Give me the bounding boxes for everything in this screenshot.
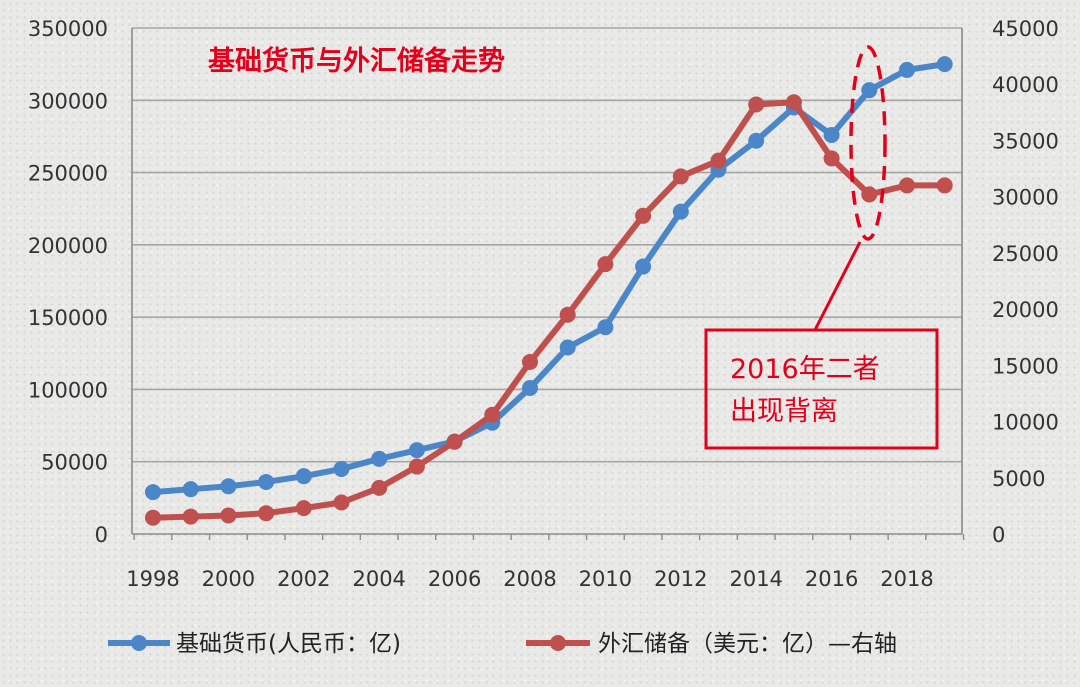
x-axis-tick-labels: 1998 2000 2002 2004 2006 2008 2010 2012 2014 2016…: [126, 567, 933, 591]
data-point: [522, 353, 538, 370]
series-layer: [145, 56, 953, 526]
data-point: [823, 150, 840, 167]
left-tick-label: 150000: [28, 306, 108, 330]
data-point: [672, 203, 689, 220]
right-tick-label: 20000: [992, 298, 1059, 322]
data-point: [899, 61, 915, 78]
x-tick-label: 1998: [126, 567, 179, 591]
left-axis-tick-labels: 0 50000 100000 150000 200000 250000 300000 3500…: [28, 17, 108, 547]
left-tick-label: 50000: [41, 451, 108, 475]
x-tick-label: 2008: [503, 567, 556, 591]
x-tick-label: 2004: [352, 567, 405, 591]
annotation-line1: 2016年二者: [730, 354, 880, 385]
data-point: [899, 177, 915, 194]
data-point: [446, 433, 463, 450]
right-tick-label: 15000: [992, 354, 1059, 378]
data-point: [936, 177, 953, 194]
annotation-line2: 出现背离: [730, 396, 838, 427]
gridlines: [132, 27, 962, 463]
right-tick-label: 5000: [992, 467, 1045, 491]
left-tick-label: 200000: [28, 234, 108, 258]
right-axis-tick-labels: 0 5000 10000 15000 20000 25000 30000 35000 40000…: [992, 17, 1059, 547]
data-point: [295, 468, 312, 485]
data-point: [785, 94, 802, 111]
x-tick-label: 2006: [428, 567, 481, 591]
right-tick-label: 45000: [992, 17, 1059, 41]
data-point: [295, 500, 312, 517]
data-point: [408, 458, 425, 475]
x-tick-label: 2010: [579, 567, 632, 591]
right-tick-label: 40000: [992, 73, 1059, 97]
right-tick-label: 30000: [992, 186, 1059, 210]
left-tick-label: 300000: [28, 89, 108, 113]
left-tick-label: 100000: [28, 378, 108, 402]
left-tick-label: 0: [95, 523, 108, 547]
left-tick-label: 250000: [28, 162, 108, 186]
annotation-ellipse: [849, 45, 887, 241]
right-tick-label: 0: [992, 523, 1005, 547]
data-point: [748, 96, 765, 113]
data-point: [710, 152, 727, 169]
axes: [131, 28, 965, 540]
x-tick-label: 2016: [805, 567, 858, 591]
data-point: [258, 505, 275, 522]
legend-label-base-money: 基础货币(人民币：亿): [176, 631, 401, 657]
x-tick-label: 2002: [277, 567, 330, 591]
x-tick-label: 2014: [729, 567, 782, 591]
data-point: [597, 319, 614, 336]
data-point: [861, 82, 878, 99]
data-point: [408, 442, 425, 459]
x-tick-label: 2000: [202, 567, 255, 591]
data-point: [559, 306, 576, 323]
right-tick-label: 10000: [992, 411, 1059, 435]
data-point: [333, 460, 350, 477]
right-tick-label: 35000: [992, 129, 1059, 153]
left-tick-label: 350000: [28, 17, 108, 41]
data-point: [635, 258, 652, 275]
legend-item-fx-reserves: 外汇储备（美元：亿）—右轴: [526, 631, 897, 657]
data-point: [182, 481, 199, 498]
data-point: [522, 379, 538, 396]
data-point: [672, 168, 689, 185]
annotation-pointer: [813, 241, 862, 331]
legend-swatch-marker: [131, 635, 147, 651]
chart-title: 基础货币与外汇储备走势: [208, 45, 505, 77]
data-point: [333, 494, 350, 511]
data-point: [182, 508, 199, 525]
data-point: [861, 186, 878, 203]
data-point: [145, 484, 161, 501]
data-point: [748, 132, 765, 149]
data-point: [635, 207, 652, 224]
right-tick-label: 25000: [992, 242, 1059, 266]
data-point: [371, 450, 388, 467]
data-point: [936, 56, 953, 73]
data-point: [371, 479, 388, 496]
annotation: 2016年二者 出现背离: [704, 45, 939, 450]
legend-swatch-marker: [550, 635, 566, 651]
data-point: [484, 406, 501, 423]
x-tick-label: 2018: [880, 567, 933, 591]
x-tick-label: 2012: [654, 567, 707, 591]
legend-label-fx-reserves: 外汇储备（美元：亿）—右轴: [598, 631, 897, 657]
series-line-1: [150, 99, 948, 521]
data-point: [220, 507, 237, 524]
series-line-0: [150, 61, 948, 496]
data-point: [559, 339, 576, 356]
legend: 基础货币(人民币：亿) 外汇储备（美元：亿）—右轴: [108, 631, 897, 657]
data-point: [823, 126, 840, 143]
annotation-box: [704, 328, 939, 450]
legend-item-base-money: 基础货币(人民币：亿): [108, 631, 401, 657]
data-point: [220, 478, 237, 495]
data-point: [145, 509, 161, 526]
data-point: [258, 473, 275, 490]
data-point: [597, 256, 614, 273]
